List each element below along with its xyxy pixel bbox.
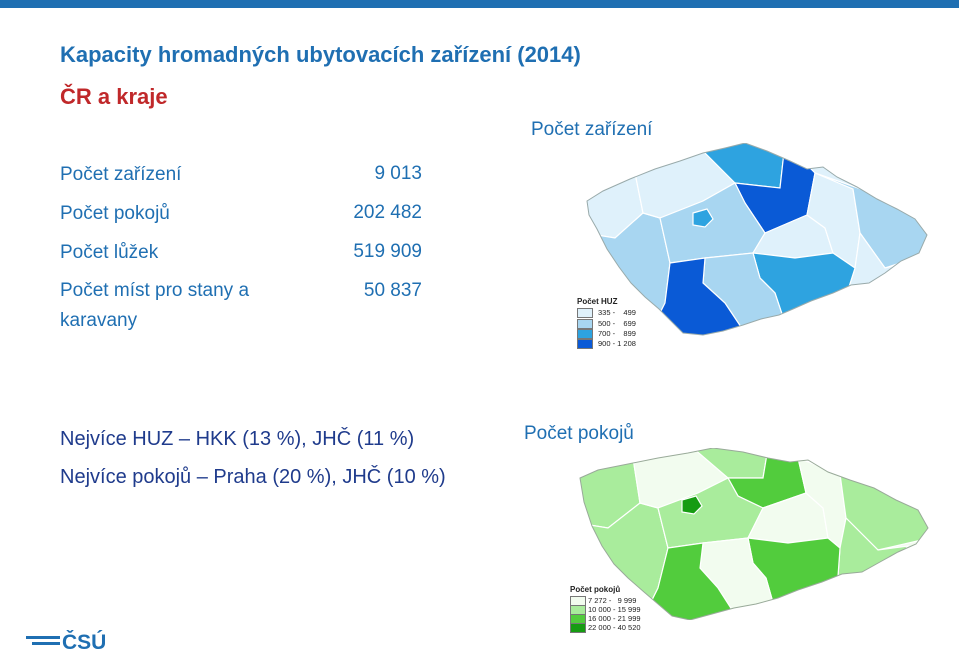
stat-label-facilities: Počet zařízení — [60, 164, 182, 185]
legend-range: 335 - 499 — [598, 308, 636, 317]
legend-swatch — [577, 339, 593, 349]
map-rooms-title: Počet pokojů — [524, 423, 634, 444]
region-praha — [681, 495, 703, 515]
region-praha — [692, 208, 714, 228]
map-rooms — [579, 448, 929, 620]
legend-range: 16 000 - 21 999 — [588, 614, 641, 623]
map-huz-title: Počet zařízení — [531, 119, 653, 140]
stat-label-camping: Počet míst pro stany a karavany — [60, 280, 250, 331]
top-accent-bar — [0, 0, 959, 8]
legend-range: 10 000 - 15 999 — [588, 605, 641, 614]
stat-label-beds: Počet lůžek — [60, 242, 159, 263]
note-most-facilities: Nejvíce HUZ – HKK (13 %), JHČ (11 %) — [60, 428, 415, 450]
legend-range: 22 000 - 40 520 — [588, 623, 641, 632]
stat-value-beds: 519 909 — [353, 241, 422, 262]
legend-swatch — [577, 308, 593, 318]
note-most-rooms: Nejvíce pokojů – Praha (20 %), JHČ (10 %… — [60, 466, 446, 488]
legend-swatch — [577, 329, 593, 339]
legend-range: 700 - 899 — [598, 329, 636, 338]
legend-range: 7 272 - 9 999 — [588, 596, 637, 605]
stat-value-rooms: 202 482 — [353, 202, 422, 223]
svg-text:ČSÚ: ČSÚ — [62, 630, 106, 652]
csu-logo-mark: ČSÚ — [26, 630, 106, 654]
legend-range: 900 - 1 208 — [598, 339, 636, 348]
stat-value-camping: 50 837 — [363, 280, 422, 301]
legend-swatch — [570, 623, 586, 633]
stat-label-rooms: Počet pokojů — [60, 203, 170, 224]
csu-logo: ČSÚ — [26, 630, 116, 657]
page-subtitle: ČR a kraje — [60, 84, 168, 109]
legend-swatch — [577, 319, 593, 329]
map-huz-legend-title: Počet HUZ — [577, 297, 618, 306]
map-huz — [586, 143, 928, 336]
stat-value-facilities: 9 013 — [374, 163, 422, 184]
map-rooms-legend-title: Počet pokojů — [570, 585, 621, 594]
page-title: Kapacity hromadných ubytovacích zařízení… — [60, 42, 581, 67]
legend-range: 500 - 699 — [598, 319, 636, 328]
